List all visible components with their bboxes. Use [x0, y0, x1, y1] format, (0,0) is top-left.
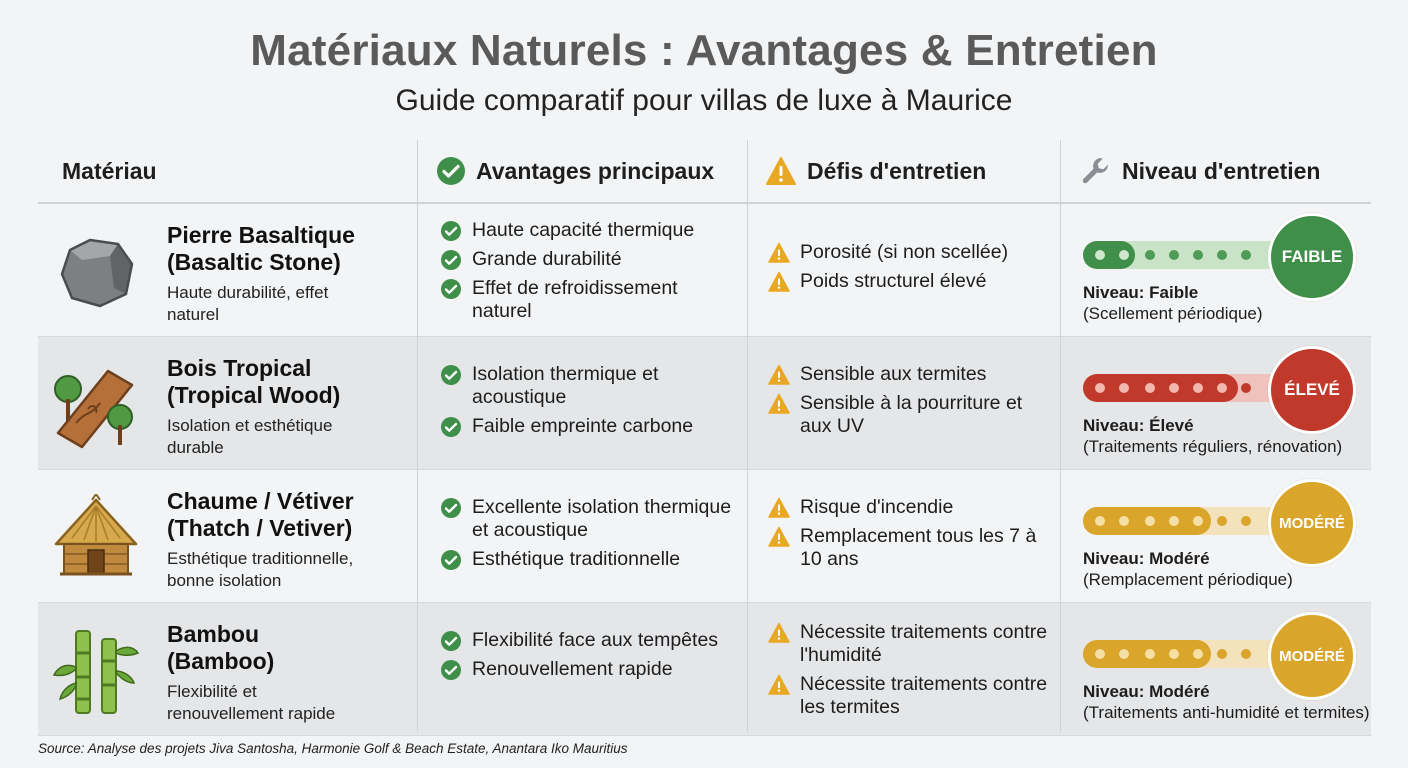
challenges-list: Porosité (si non scellée) Poids structur…	[768, 241, 1058, 299]
wrench-icon	[1082, 158, 1109, 184]
bamboo-icon	[52, 630, 140, 714]
list-item: Nécessite traitements contre l'humidité	[768, 621, 1048, 667]
table-header: Matériau Avantages principaux Défis d'en…	[38, 140, 1371, 204]
material-name: Pierre Basaltique (Basaltic Stone)	[167, 222, 355, 275]
advantages-list: Haute capacité thermique Grande durabili…	[440, 219, 740, 329]
list-item: Risque d'incendie	[768, 496, 1048, 519]
advantages-list: Isolation thermique et acoustique Faible…	[440, 363, 720, 444]
level-bar-fill	[1083, 374, 1238, 402]
level-badge: FAIBLE	[1268, 213, 1356, 301]
wood-trees-icon	[54, 369, 134, 449]
list-item: Nécessite traitements contre les termite…	[768, 673, 1048, 719]
level-bar	[1083, 374, 1293, 402]
list-item: Excellente isolation thermique et acoust…	[440, 496, 740, 542]
header-challenges: Défis d'entretien	[765, 140, 986, 202]
challenges-list: Risque d'incendie Remplacement tous les …	[768, 496, 1048, 577]
warning-icon	[768, 622, 790, 643]
table-row: Chaume / Vétiver (Thatch / Vetiver) Esthé…	[38, 470, 1371, 603]
material-name: Chaume / Vétiver (Thatch / Vetiver)	[167, 488, 354, 541]
check-circle-icon	[441, 365, 461, 385]
list-item: Sensible à la pourriture et aux UV	[768, 392, 1048, 438]
check-circle-icon	[441, 250, 461, 270]
table-row: Bambou (Bamboo) Flexibilité et renouvelle…	[38, 603, 1371, 736]
table-row: Pierre Basaltique (Basaltic Stone) Haute …	[38, 204, 1371, 337]
header-advantages: Avantages principaux	[436, 140, 714, 202]
warning-icon	[768, 242, 790, 263]
material-name: Bois Tropical (Tropical Wood)	[167, 355, 341, 408]
level-text: Niveau: Modéré (Remplacement périodique)	[1083, 549, 1293, 589]
check-circle-icon	[441, 631, 461, 651]
list-item: Isolation thermique et acoustique	[440, 363, 720, 409]
level-badge: MODÉRÉ	[1268, 612, 1356, 700]
level-text: Niveau: Faible (Scellement périodique)	[1083, 283, 1263, 323]
level-badge: MODÉRÉ	[1268, 479, 1356, 567]
level-bar	[1083, 640, 1293, 668]
warning-icon	[766, 157, 796, 185]
header-level: Niveau d'entretien	[1080, 140, 1320, 202]
list-item: Flexibilité face aux tempêtes	[440, 629, 720, 652]
stone-icon	[60, 238, 134, 308]
challenges-list: Nécessite traitements contre l'humidité …	[768, 621, 1048, 725]
material-description: Esthétique traditionnelle, bonne isolati…	[167, 549, 354, 590]
check-circle-icon	[441, 660, 461, 680]
level-bar	[1083, 507, 1293, 535]
check-circle-icon	[441, 279, 461, 299]
list-item: Faible empreinte carbone	[440, 415, 720, 438]
check-circle-icon	[437, 157, 465, 185]
warning-icon	[768, 674, 790, 695]
warning-icon	[768, 526, 790, 547]
list-item: Poids structurel élevé	[768, 270, 1058, 293]
material-description: Haute durabilité, effet naturel	[167, 283, 329, 324]
warning-icon	[768, 271, 790, 292]
source-note: Source: Analyse des projets Jiva Santosh…	[38, 741, 628, 756]
warning-icon	[768, 393, 790, 414]
check-circle-icon	[441, 417, 461, 437]
advantages-list: Flexibilité face aux tempêtes Renouvelle…	[440, 629, 720, 687]
column-divider	[747, 140, 748, 732]
level-text: Niveau: Élevé (Traitements réguliers, rén…	[1083, 416, 1343, 456]
column-divider	[417, 140, 418, 732]
level-text: Niveau: Modéré (Traitements anti-humidité…	[1083, 682, 1370, 722]
check-circle-icon	[441, 498, 461, 518]
list-item: Effet de refroidissement naturel	[440, 277, 740, 323]
check-circle-icon	[441, 550, 461, 570]
list-item: Grande durabilité	[440, 248, 740, 271]
level-badge: ÉLEVÉ	[1268, 346, 1356, 434]
check-circle-icon	[441, 221, 461, 241]
list-item: Porosité (si non scellée)	[768, 241, 1058, 264]
list-item: Remplacement tous les 7 à 10 ans	[768, 525, 1048, 571]
material-description: Flexibilité et renouvellement rapide	[167, 682, 336, 723]
thatch-hut-icon	[54, 494, 138, 576]
page-subtitle: Guide comparatif pour villas de luxe à M…	[395, 84, 1013, 117]
header-material: Matériau	[62, 157, 157, 184]
warning-icon	[768, 364, 790, 385]
challenges-list: Sensible aux termites Sensible à la pour…	[768, 363, 1048, 444]
advantages-list: Excellente isolation thermique et acoust…	[440, 496, 740, 577]
comparison-table: Matériau Avantages principaux Défis d'en…	[38, 140, 1371, 736]
level-bar	[1083, 241, 1293, 269]
column-divider	[1060, 140, 1061, 732]
material-name: Bambou (Bamboo)	[167, 621, 275, 674]
material-description: Isolation et esthétique durable	[167, 416, 333, 457]
table-row: Bois Tropical (Tropical Wood) Isolation e…	[38, 337, 1371, 470]
list-item: Sensible aux termites	[768, 363, 1048, 386]
list-item: Renouvellement rapide	[440, 658, 720, 681]
warning-icon	[768, 497, 790, 518]
list-item: Haute capacité thermique	[440, 219, 740, 242]
page-title: Matériaux Naturels : Avantages & Entreti…	[250, 26, 1158, 75]
list-item: Esthétique traditionnelle	[440, 548, 740, 571]
